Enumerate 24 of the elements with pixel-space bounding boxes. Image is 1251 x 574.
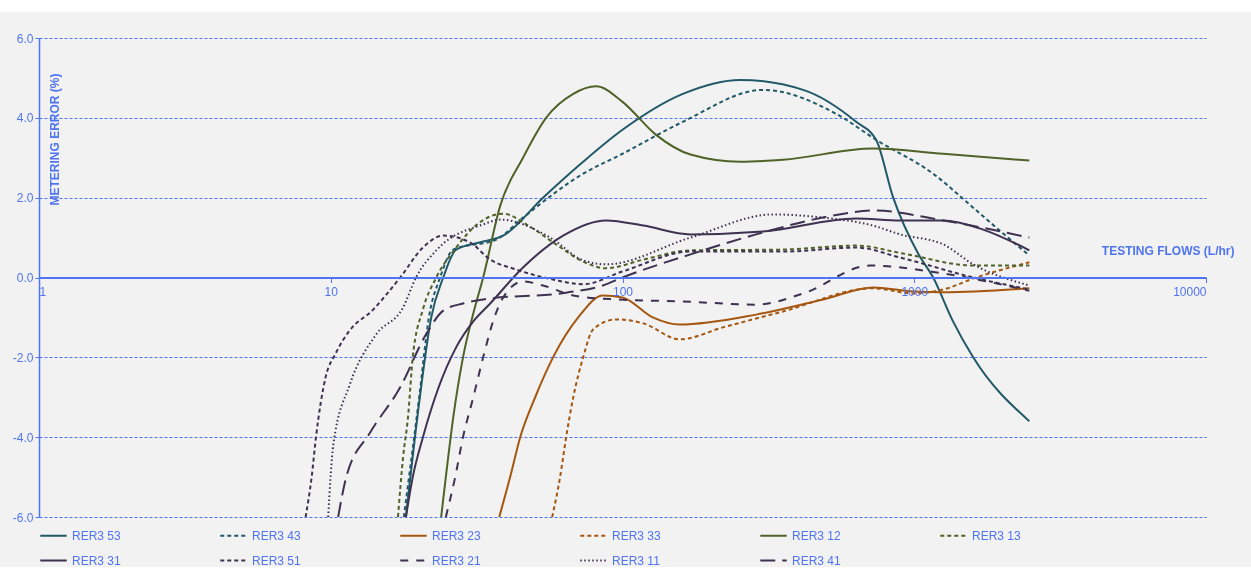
y-tick-label: 4.0: [16, 111, 34, 126]
x-tick-label: 10000: [1173, 285, 1207, 299]
x-tick-label: 1: [39, 285, 47, 299]
x-tick-label: 100: [612, 285, 634, 299]
legend-label: RER3 41: [792, 553, 842, 568]
legend-label: RER3 53: [72, 528, 122, 543]
y-tick-label: 0.0: [16, 271, 34, 285]
legend-label: RER3 23: [432, 528, 482, 543]
legend-label: RER3 33: [612, 528, 662, 543]
legend-label: RER3 31: [72, 553, 122, 568]
legend-label: RER3 13: [972, 528, 1022, 543]
y-tick-label: -4.0: [12, 430, 34, 445]
legend-label: RER3 21: [432, 553, 482, 568]
y-tick-label: 2.0: [16, 191, 34, 206]
legend-label: RER3 43: [252, 528, 302, 543]
x-tick-label: 10: [324, 285, 339, 299]
legend-label: RER3 11: [612, 553, 661, 568]
y-tick-label: 6.0: [16, 31, 34, 46]
legend-label: RER3 12: [792, 528, 842, 543]
y-tick-label: -6.0: [12, 510, 34, 525]
legend-label: RER3 51: [252, 553, 302, 568]
y-axis-title: METERING ERROR (%): [47, 73, 62, 206]
x-axis-title: TESTING FLOWS (L/hr): [1101, 244, 1235, 258]
y-tick-label: -2.0: [12, 350, 34, 365]
